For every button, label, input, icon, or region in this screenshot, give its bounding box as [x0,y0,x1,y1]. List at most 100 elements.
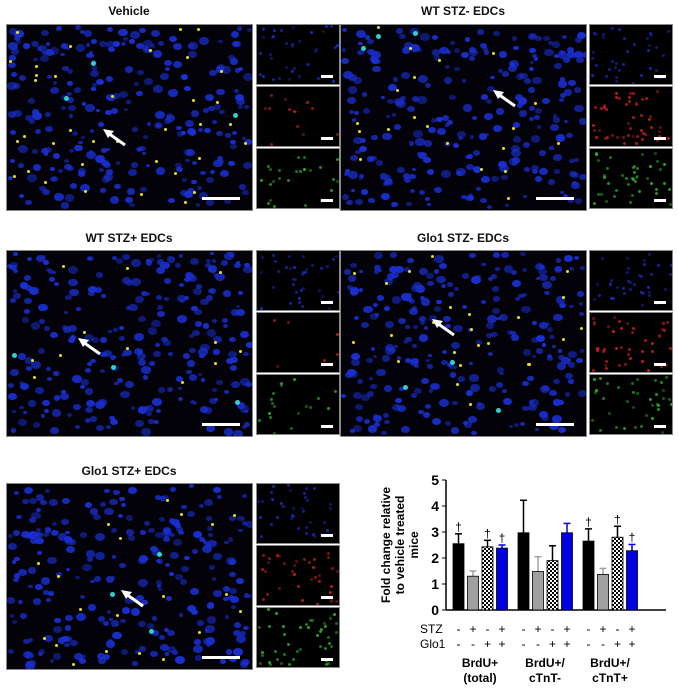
marker-signal [69,44,73,48]
signal [268,660,272,664]
nucleus [60,43,68,49]
scale-bar [654,137,666,140]
nucleus [423,140,433,148]
nucleus [568,170,578,178]
nucleus [487,85,495,92]
nucleus [447,282,453,287]
signal [292,573,296,577]
nucleus [17,569,27,577]
nucleus [493,30,501,37]
nucleus [168,89,178,97]
nucleus [406,297,413,303]
nucleus [12,289,18,294]
signal [328,502,332,506]
nucleus [198,192,209,201]
marker-signal [16,31,20,35]
nucleus [135,295,145,303]
nucleus [510,148,521,157]
nucleus [353,136,363,145]
marker-signal [468,402,472,406]
nucleus [33,164,42,171]
nucleus [205,516,212,522]
nucleus [157,387,165,393]
nucleus [443,76,452,84]
nucleus [72,131,79,137]
nucleus [43,325,50,332]
nucleus [492,252,501,259]
nucleus [377,268,383,273]
group-label: BrdU+/cTnT- [525,656,565,685]
signal [292,25,296,29]
nucleus [130,405,136,410]
nucleus [7,176,13,181]
brdu-cell [63,96,69,102]
nucleus [236,304,241,308]
nucleus [41,254,47,259]
nucleus [68,149,74,154]
nucleus [39,54,49,62]
nucleus [573,158,579,162]
signal [611,297,615,301]
nucleus [168,518,176,524]
scale-bar [321,534,333,537]
nucleus [434,255,444,263]
signal [333,389,337,393]
nucleus [24,486,33,494]
nucleus [138,646,147,652]
nucleus [409,308,419,316]
nucleus [564,373,573,380]
nucleus [454,47,461,53]
nucleus [476,403,486,411]
nucleus [178,282,184,287]
signal [271,401,275,405]
nucleus [467,415,477,424]
signal [628,95,632,99]
nucleus [548,389,557,397]
significance-marker: † [499,531,506,545]
nucleus [181,504,188,510]
nucleus [203,541,210,547]
nucleus [467,194,475,201]
nucleus [24,297,32,304]
nucleus [163,297,170,302]
signal [261,26,265,30]
nucleus [490,75,495,80]
nucleus [7,533,14,539]
nucleus [471,115,477,120]
nucleus [243,626,249,631]
nucleus [216,130,224,137]
marker-signal [431,255,435,259]
nucleus [66,81,74,87]
nucleus [512,162,517,167]
nucleus [463,421,473,429]
signal [633,426,637,430]
microscopy-merged-image [6,250,253,437]
nucleus [105,40,115,48]
nucleus [457,136,463,141]
signal [317,396,321,400]
nucleus [74,653,83,661]
nucleus [156,558,164,564]
nucleus [155,495,162,500]
signal [648,118,652,122]
nucleus [181,74,188,80]
signal [639,129,643,133]
nucleus [426,168,434,175]
signal [305,62,309,66]
nucleus [31,361,42,370]
arrow-icon [77,338,102,361]
nucleus [578,302,584,306]
signal [312,535,316,539]
nucleus [13,529,21,536]
nucleus [462,305,468,310]
nucleus [461,51,469,58]
signal [266,593,270,597]
nucleus [371,57,379,64]
signal [656,407,660,411]
nucleus [203,638,213,646]
nucleus [426,358,431,363]
nucleus [535,35,542,41]
signal [268,167,272,171]
nucleus [524,167,531,173]
signal [261,653,265,657]
